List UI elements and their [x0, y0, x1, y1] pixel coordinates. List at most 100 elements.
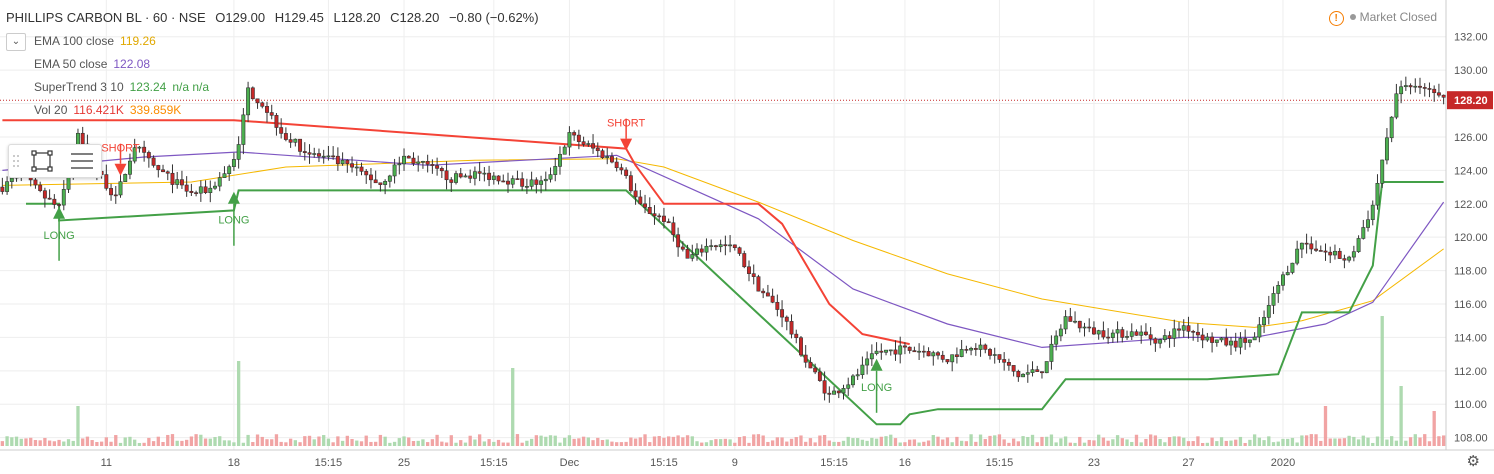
volume-bar — [359, 441, 364, 446]
volume-bar — [709, 440, 713, 446]
candle-body — [1238, 338, 1243, 348]
volume-bar — [14, 436, 19, 446]
volume-bar — [723, 438, 728, 446]
volume-bar — [369, 441, 373, 446]
volume-bar — [974, 441, 978, 446]
y-tick-label: 118.00 — [1454, 266, 1487, 278]
candle-body — [326, 155, 331, 158]
candle-body — [1224, 337, 1229, 346]
volume-bar — [288, 438, 293, 446]
volume-bar — [1404, 440, 1408, 446]
candle-body — [1153, 338, 1158, 344]
volume-bar — [860, 439, 865, 446]
candle-body — [1087, 326, 1092, 329]
legend-volume[interactable]: Vol 20 116.421K 339.859K — [34, 103, 181, 117]
candle-body — [411, 157, 416, 164]
legend-supertrend[interactable]: SuperTrend 3 10 123.24 n/a n/a — [34, 80, 209, 94]
volume-bar — [43, 437, 47, 446]
market-status[interactable]: ! Market Closed — [1328, 10, 1437, 26]
candle-body — [335, 155, 340, 165]
volume-bar — [1172, 436, 1176, 446]
candle-body — [1181, 325, 1186, 331]
candle-body — [1035, 369, 1040, 372]
candle-body — [1191, 331, 1196, 333]
candle-body — [1233, 340, 1238, 348]
y-tick-label: 130.00 — [1454, 65, 1488, 77]
candle-body — [964, 349, 969, 351]
volume-bar — [284, 442, 288, 446]
y-tick-label: 132.00 — [1454, 32, 1488, 44]
volume-bar — [1252, 434, 1257, 446]
ema100-label: EMA 100 close — [34, 34, 115, 48]
candle-body — [1314, 248, 1319, 251]
candle-body — [1172, 328, 1177, 339]
candle-body — [109, 188, 114, 196]
candle-body — [770, 295, 775, 303]
volume-bar — [950, 442, 954, 446]
volume-bar — [827, 440, 831, 446]
collapse-legend-chevron-icon[interactable]: ⌄ — [6, 33, 26, 51]
volume-bar — [1423, 434, 1427, 446]
candle-body — [127, 160, 132, 175]
candle-body — [241, 114, 246, 145]
candle-body — [279, 127, 284, 134]
drag-handle-icon[interactable] — [13, 155, 19, 167]
volume-bar — [695, 441, 699, 446]
legend-ema50[interactable]: EMA 50 close 122.08 — [34, 57, 150, 71]
candle-body — [680, 246, 685, 250]
volume-bar — [1021, 436, 1025, 446]
candle-body — [468, 175, 473, 179]
candle-body — [288, 139, 293, 143]
candle-body — [246, 87, 251, 116]
volume-bar — [1399, 386, 1403, 446]
volume-bar — [114, 435, 118, 446]
candle-body — [676, 234, 681, 248]
time-axis[interactable]: 11 18 15:15 25 15:15 Dec 15:15 9 15:15 16 15:15 23 2… — [0, 449, 1494, 469]
volume-bar — [1356, 439, 1361, 446]
volume-bar — [1120, 438, 1124, 446]
legend-ema100[interactable]: EMA 100 close 119.26 — [34, 34, 156, 48]
candle-body — [255, 98, 260, 104]
symbol-title[interactable]: PHILLIPS CARBON BL · 60 · NSE — [6, 10, 206, 25]
short-arrow-icon — [114, 163, 127, 176]
gear-icon[interactable]: ⚙ — [1466, 453, 1480, 470]
candle-body — [1337, 250, 1342, 259]
drawing-toolbar[interactable] — [8, 144, 102, 178]
volume-bar — [955, 436, 959, 446]
volume-bar — [610, 441, 614, 446]
volume-bar — [331, 442, 335, 446]
rectangle-select-icon[interactable] — [31, 150, 53, 172]
volume-bar — [1394, 440, 1399, 446]
candle-body — [1389, 116, 1394, 139]
volume-bar — [279, 441, 283, 446]
object-tree-icon[interactable] — [71, 153, 93, 169]
candle-body — [350, 163, 355, 168]
volume-bar — [1347, 435, 1351, 446]
candle-body — [945, 359, 950, 363]
volume-bar — [1371, 442, 1375, 446]
candle-body — [543, 178, 548, 182]
volume-bar — [1182, 437, 1186, 446]
volume-bar — [841, 440, 846, 446]
candle-body — [123, 173, 128, 183]
volume-bar — [430, 439, 435, 446]
candle-body — [1247, 339, 1252, 343]
volume-bar — [407, 437, 411, 446]
volume-bar — [1286, 438, 1290, 446]
candle-body — [973, 348, 978, 350]
price-axis[interactable]: 108.00 110.00 112.00 114.00 116.00 118.00 120.… — [1445, 0, 1494, 474]
candle-body — [340, 159, 345, 165]
volume-bar — [255, 434, 260, 446]
volume-bar — [1186, 441, 1191, 446]
candle-body — [548, 174, 553, 180]
candle-body — [728, 244, 733, 247]
candle-body — [567, 132, 572, 148]
candle-body — [1167, 335, 1172, 339]
volume-bar — [468, 435, 472, 446]
ema50-label: EMA 50 close — [34, 57, 108, 71]
volume-bar — [326, 438, 331, 446]
volume-bar — [1196, 436, 1200, 446]
candle-body — [482, 172, 487, 175]
volume-bar — [161, 442, 165, 446]
